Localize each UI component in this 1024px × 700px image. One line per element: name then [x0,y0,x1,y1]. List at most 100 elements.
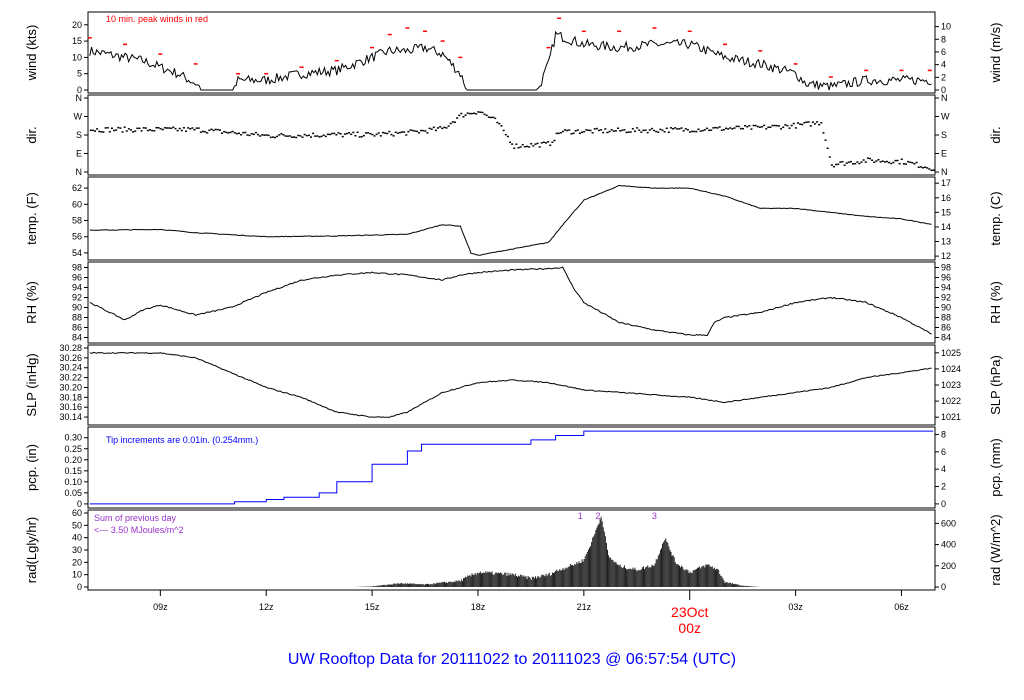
dir-point [297,134,300,137]
dir-point [905,163,908,165]
ylabel-right-pcp: pcp. (mm) [988,438,1003,497]
dir-point [852,163,855,165]
ytick-label-dir: E [76,149,82,159]
dir-point [204,131,207,133]
dir-point [756,125,759,128]
dir-point [212,129,215,132]
dir-point [612,130,615,132]
dir-point [797,122,800,124]
dir-point [466,112,469,114]
dir-point [123,126,126,128]
dir-point [119,127,122,129]
dir-point [248,134,251,137]
dir-point [153,130,156,132]
dir-point [443,126,446,129]
panel-frame-temp [87,176,936,261]
dir-point [786,124,789,127]
dir-point [837,163,840,165]
dir-point [553,139,556,142]
dir-point [841,160,844,163]
dir-point [269,136,272,139]
dir-point [701,129,704,132]
dir-point [547,141,550,143]
ylabel-dir: dir. [24,126,39,143]
dir-point [659,128,662,131]
ytick-right-label-temp: 12 [941,251,951,261]
dir-point [470,112,473,115]
ytick-label-slp: 30.22 [59,373,82,383]
xtick-label: 12z [259,602,274,612]
ytick-label-slp: 30.20 [59,382,82,392]
dir-point [324,135,327,138]
dir-point [591,132,594,134]
dir-point [149,129,152,131]
dir-point [96,128,99,130]
ytick-right-label-slp: 1023 [941,380,961,390]
pcp-annotation: Tip increments are 0.01in. (0.254mm.) [106,435,258,445]
dir-point [352,131,355,134]
dir-point [468,112,471,115]
dir-point [511,143,514,145]
dir-point [873,161,876,164]
dir-point [638,129,641,131]
dir-point [644,129,647,131]
dir-point [221,132,224,134]
dir-point [752,124,755,127]
dir-point [502,129,505,132]
ytick-right-label-temp: 16 [941,193,951,203]
dir-point [534,143,537,145]
dir-point [305,134,308,137]
dir-point [159,127,162,130]
dir-point [536,142,539,145]
series-slp [89,351,932,418]
ytick-label-temp: 54 [72,248,82,258]
dir-point [348,132,351,134]
dir-point [127,128,130,130]
dir-point [381,131,384,134]
dir-point [498,122,501,125]
dir-point [299,135,302,137]
dir-point [714,126,717,129]
ylabel-rad: rad(Lgly/hr) [24,517,39,583]
dir-point [405,134,408,136]
ytick-right-label-temp: 17 [941,178,951,188]
dir-point [331,132,334,135]
dir-point [487,116,490,118]
dir-point [799,123,802,125]
dir-point [201,130,204,133]
dir-point [835,163,838,166]
dir-point [172,126,175,129]
xtick-label: 06z [894,602,909,612]
dir-point [911,162,914,164]
dir-point [257,133,260,136]
xtick-label: 03z [788,602,803,612]
rad-marker: 1 [578,511,583,521]
dir-point [545,142,548,144]
dir-point [242,131,245,134]
dir-point [653,129,656,132]
dir-point [225,131,228,134]
dir-point [223,130,226,133]
dir-point [168,127,171,129]
dir-point [625,131,628,134]
ytick-right-label-slp: 1024 [941,364,961,374]
dir-point [462,115,465,118]
dir-point [771,124,774,127]
dir-point [682,130,685,132]
dir-point [261,134,264,136]
dir-point [699,130,702,132]
dir-point [312,132,315,135]
dir-point [125,130,128,132]
dir-point [521,143,524,146]
dir-point [528,146,531,148]
dir-point [489,116,492,119]
ytick-label-temp: 58 [72,216,82,226]
ytick-label-wind: 0 [77,85,82,95]
dir-point [129,129,132,131]
day-tick-label: 23Oct [671,604,708,620]
dir-point [650,127,653,130]
dir-point [735,125,738,128]
dir-point [657,131,660,133]
dir-point [744,124,747,127]
dir-point [479,111,482,113]
